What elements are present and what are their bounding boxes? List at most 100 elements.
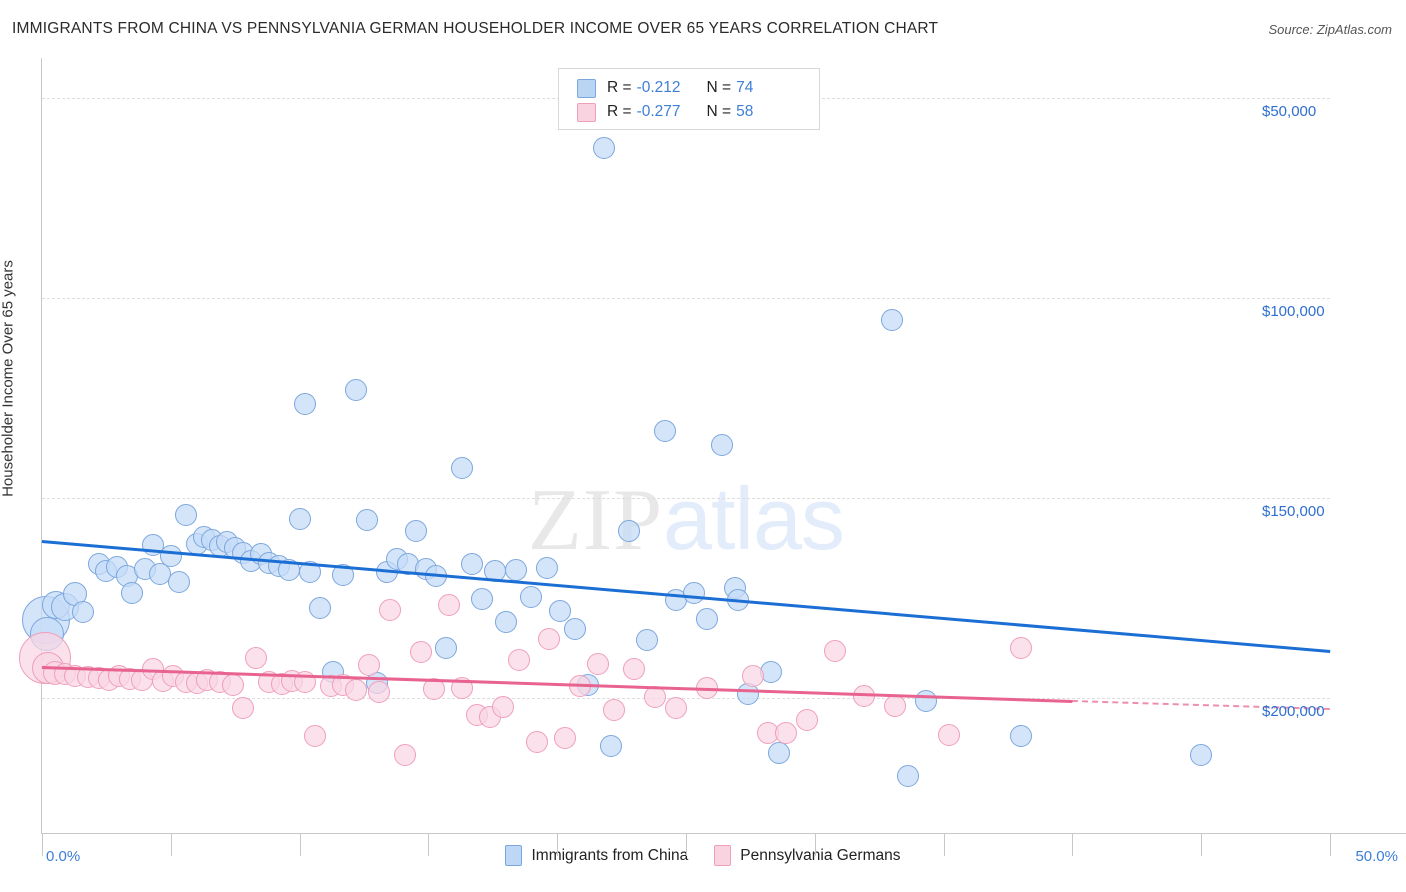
- scatter-point[interactable]: [231, 697, 254, 719]
- y-axis-tick-label: $100,000: [1262, 303, 1325, 320]
- stats-row-blue: R = -0.212 N = 74: [577, 76, 819, 100]
- scatter-point[interactable]: [600, 735, 623, 758]
- scatter-point[interactable]: [623, 658, 646, 681]
- x-axis-tick: [299, 834, 301, 856]
- scatter-point[interactable]: [775, 721, 798, 744]
- scatter-point[interactable]: [358, 653, 381, 676]
- scatter-point[interactable]: [726, 588, 749, 611]
- scatter-point[interactable]: [141, 534, 164, 557]
- x-axis-tick: [170, 834, 172, 856]
- scatter-point[interactable]: [450, 457, 473, 479]
- scatter-point[interactable]: [592, 137, 615, 159]
- scatter-point[interactable]: [404, 519, 427, 542]
- scatter-point[interactable]: [409, 641, 432, 663]
- scatter-point[interactable]: [435, 636, 458, 659]
- y-axis-tick-label: $150,000: [1262, 503, 1325, 520]
- plot-area: ZIPatlas: [18, 58, 1330, 818]
- watermark-zip: ZIP: [528, 472, 664, 569]
- scatter-point[interactable]: [394, 744, 417, 767]
- scatter-point[interactable]: [644, 686, 667, 709]
- scatter-point[interactable]: [937, 724, 960, 747]
- scatter-point[interactable]: [695, 607, 718, 630]
- scatter-point[interactable]: [492, 696, 515, 719]
- x-axis-tick: [1201, 834, 1203, 856]
- stats-n-label-pink: N =: [706, 103, 732, 120]
- scatter-point[interactable]: [553, 726, 576, 749]
- scatter-point[interactable]: [304, 725, 327, 748]
- scatter-point[interactable]: [914, 690, 937, 713]
- x-axis-tick: [686, 834, 687, 856]
- scatter-point[interactable]: [494, 611, 517, 633]
- stats-r-value-pink: -0.277: [636, 103, 681, 120]
- scatter-point[interactable]: [852, 684, 875, 707]
- scatter-point[interactable]: [602, 699, 625, 721]
- scatter-point[interactable]: [167, 571, 190, 594]
- stats-row-pink: R = -0.277 N = 58: [577, 100, 819, 124]
- scatter-point[interactable]: [507, 649, 530, 671]
- scatter-point[interactable]: [345, 379, 368, 401]
- x-axis-tick: [1072, 834, 1074, 856]
- scatter-point[interactable]: [378, 599, 401, 621]
- scatter-point[interactable]: [1009, 637, 1032, 659]
- scatter-point[interactable]: [121, 582, 144, 605]
- y-axis-title: Householder Income Over 65 years: [0, 260, 17, 497]
- scatter-point[interactable]: [345, 679, 368, 702]
- correlation-stats-box: R = -0.212 N = 74 R = -0.277 N = 58: [558, 68, 820, 130]
- scatter-point[interactable]: [244, 646, 267, 669]
- legend-item-china[interactable]: Immigrants from China: [505, 845, 688, 866]
- scatter-point[interactable]: [332, 563, 355, 586]
- scatter-point[interactable]: [461, 553, 484, 575]
- scatter-point[interactable]: [221, 674, 244, 697]
- scatter-point[interactable]: [796, 708, 819, 731]
- legend-item-pennsylvania-germans[interactable]: Pennsylvania Germans: [714, 845, 901, 866]
- scatter-point[interactable]: [569, 675, 592, 698]
- scatter-point[interactable]: [896, 765, 919, 787]
- scatter-point[interactable]: [587, 652, 610, 675]
- scatter-point[interactable]: [695, 677, 718, 700]
- scatter-point[interactable]: [881, 309, 904, 331]
- scatter-point[interactable]: [159, 545, 182, 567]
- trend-line: [41, 540, 1330, 653]
- scatter-point[interactable]: [425, 565, 448, 588]
- x-axis-tick: [1330, 834, 1331, 856]
- scatter-point[interactable]: [654, 420, 677, 443]
- scatter-point[interactable]: [450, 677, 473, 700]
- scatter-point[interactable]: [471, 588, 494, 611]
- scatter-point[interactable]: [504, 559, 527, 582]
- scatter-point[interactable]: [824, 640, 847, 663]
- scatter-point[interactable]: [422, 678, 445, 701]
- scatter-point[interactable]: [368, 681, 391, 703]
- y-axis-tick-label: $50,000: [1262, 103, 1317, 120]
- scatter-point[interactable]: [636, 629, 659, 652]
- scatter-point[interactable]: [520, 585, 543, 608]
- x-axis-min-label: 0.0%: [46, 848, 81, 865]
- scatter-point[interactable]: [538, 627, 561, 650]
- scatter-point[interactable]: [883, 695, 906, 718]
- scatter-point[interactable]: [525, 730, 548, 753]
- scatter-point[interactable]: [72, 601, 95, 623]
- scatter-point[interactable]: [664, 697, 687, 720]
- scatter-point[interactable]: [535, 557, 558, 579]
- scatter-point[interactable]: [741, 665, 764, 688]
- scatter-point[interactable]: [767, 741, 790, 764]
- scatter-point[interactable]: [1190, 744, 1213, 767]
- scatter-point[interactable]: [293, 671, 316, 694]
- y-axis-line: [41, 58, 42, 834]
- scatter-point[interactable]: [711, 433, 734, 456]
- scatter-point[interactable]: [682, 581, 705, 604]
- scatter-point[interactable]: [293, 393, 316, 415]
- scatter-point[interactable]: [175, 503, 198, 526]
- legend-label-china: Immigrants from China: [531, 846, 689, 864]
- scatter-point[interactable]: [438, 594, 460, 617]
- x-axis-max-label: 50.0%: [1355, 848, 1398, 865]
- scatter-point[interactable]: [548, 599, 571, 622]
- scatter-point[interactable]: [355, 509, 378, 531]
- scatter-point[interactable]: [298, 561, 321, 583]
- scatter-point[interactable]: [288, 507, 311, 530]
- scatter-point[interactable]: [618, 520, 641, 543]
- series-legend: Immigrants from China Pennsylvania Germa…: [0, 845, 1406, 866]
- scatter-point[interactable]: [564, 617, 587, 640]
- scatter-point[interactable]: [1009, 725, 1032, 747]
- scatter-point[interactable]: [309, 597, 332, 620]
